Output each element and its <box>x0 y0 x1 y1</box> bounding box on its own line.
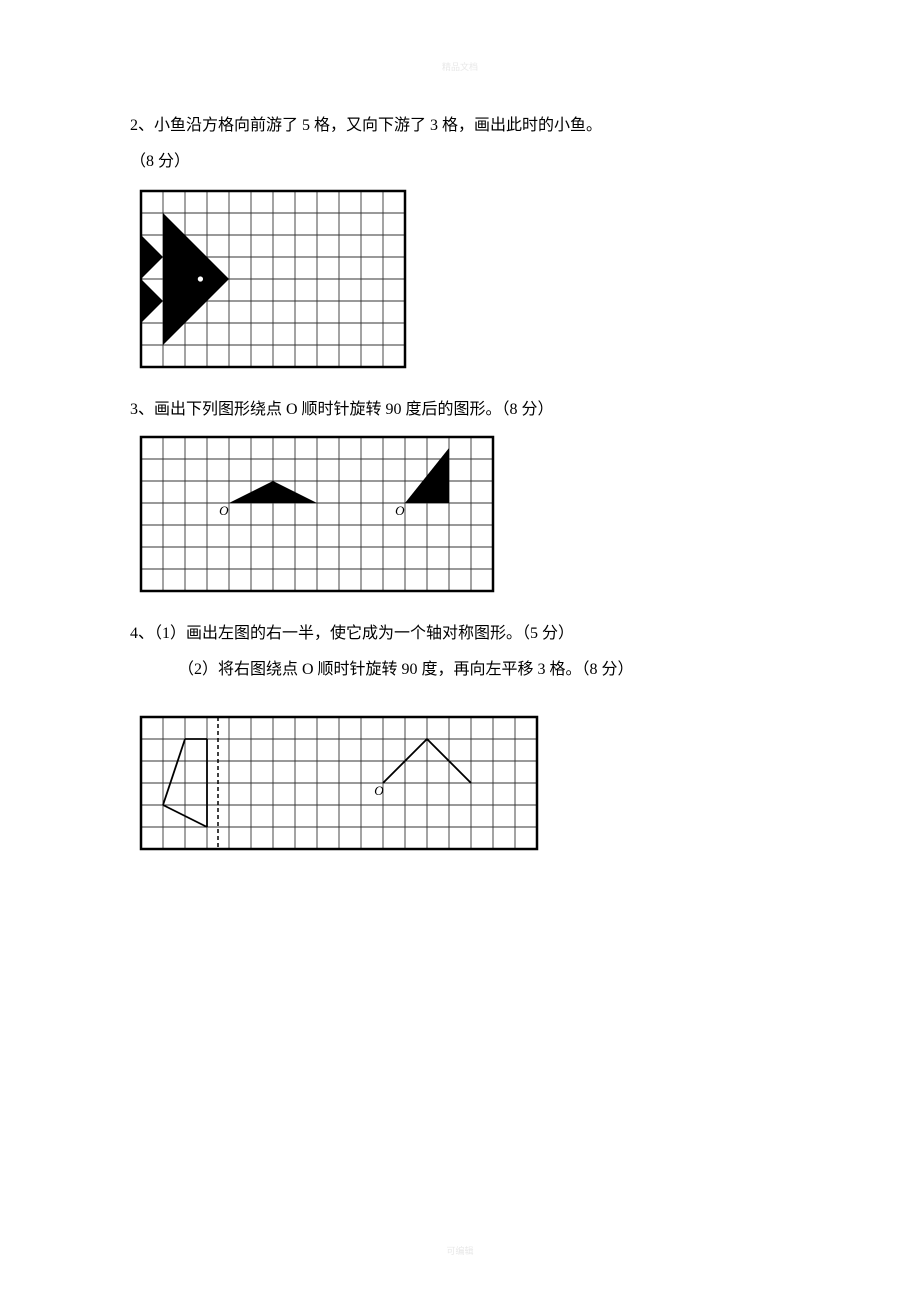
q4-line2: （2）将右图绕点 O 顺时针旋转 90 度，再向左平移 3 格。（8 分） <box>130 654 790 686</box>
watermark-bottom: 可编辑 <box>446 1244 473 1257</box>
q4-figure: O <box>138 714 790 852</box>
svg-text:O: O <box>374 783 384 798</box>
q4-line1: 4、（1）画出左图的右一半，使它成为一个轴对称图形。（5 分） <box>130 618 790 650</box>
q2-score: （8 分） <box>130 146 790 178</box>
q3-text: 3、画出下列图形绕点 O 顺时针旋转 90 度后的图形。（8 分） <box>130 394 790 426</box>
svg-text:O: O <box>219 503 229 518</box>
q2-figure <box>138 188 790 370</box>
q4-grid-svg: O <box>138 714 540 852</box>
q2-text: 2、小鱼沿方格向前游了 5 格，又向下游了 3 格，画出此时的小鱼。 <box>130 110 790 142</box>
svg-text:O: O <box>395 503 405 518</box>
q3-grid-svg: OO <box>138 434 496 594</box>
watermark-top: 精品文档 <box>442 60 478 73</box>
q2-grid-svg <box>138 188 408 370</box>
q3-figure: OO <box>138 434 790 594</box>
